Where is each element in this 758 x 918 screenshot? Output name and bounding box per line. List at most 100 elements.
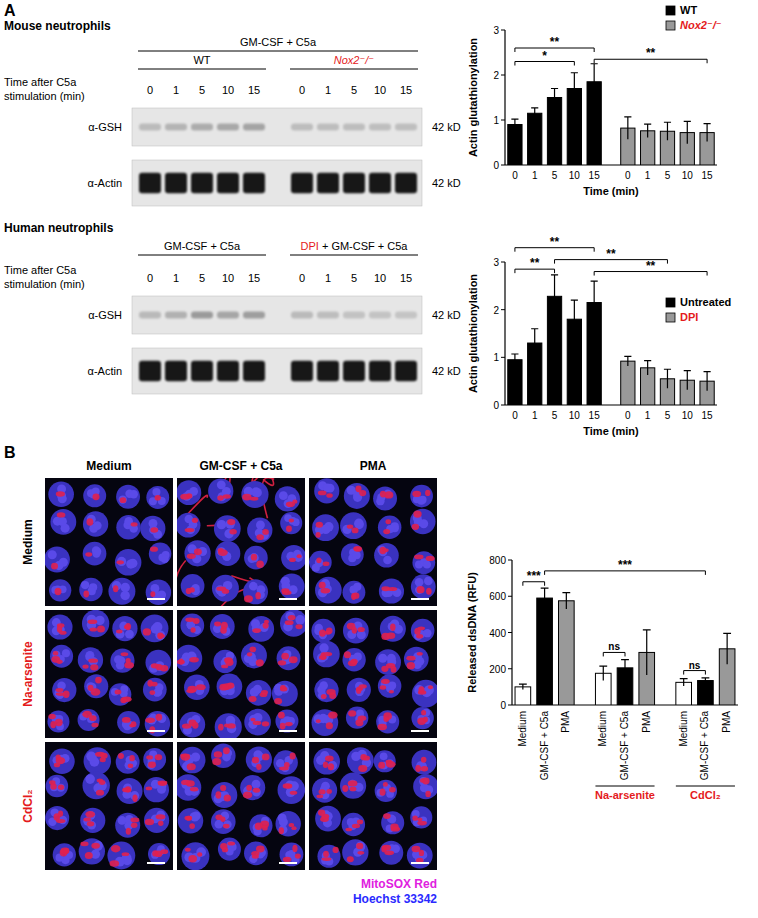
mito-signal: [381, 633, 390, 640]
cell: [412, 750, 437, 775]
mito-signal: [255, 592, 261, 599]
nucleus-lobe: [126, 559, 135, 568]
error-bar: [701, 678, 709, 683]
blot-band: [217, 124, 239, 131]
error-bar: [519, 684, 527, 689]
cell: [243, 579, 268, 604]
mito-signal: [390, 823, 398, 830]
cell: [373, 487, 397, 511]
mito-signal: [326, 789, 332, 794]
cell: [49, 579, 71, 601]
cell: [84, 747, 111, 774]
cell: [107, 842, 135, 870]
mito-signal: [91, 688, 101, 696]
mito-signal: [316, 719, 321, 723]
y-axis: [504, 30, 505, 165]
nucleus-lobe: [152, 488, 160, 496]
nucleus-lobe: [190, 787, 199, 796]
cell: [342, 581, 365, 604]
mito-signal: [357, 820, 363, 825]
micrograph-bg: [309, 478, 437, 606]
legend-label: DPI: [680, 311, 698, 323]
mito-signal: [120, 697, 127, 703]
cell: [279, 573, 305, 599]
blot-band: [369, 173, 391, 194]
cell: [404, 647, 429, 672]
mito-signal: [326, 689, 335, 695]
micrograph: [177, 742, 305, 870]
significance-label: ***: [527, 569, 541, 583]
error-bar: [664, 369, 671, 388]
y-tick: [508, 705, 512, 706]
cell: [211, 809, 236, 834]
nucleus-lobe: [125, 756, 133, 764]
mito-signal: [220, 785, 226, 791]
error-bar: [541, 588, 549, 608]
cell: [141, 614, 169, 642]
mito-signal: [56, 660, 62, 664]
group-line: [290, 69, 418, 70]
error-bar: [511, 119, 518, 130]
mito-signal: [83, 817, 91, 821]
mito-signal: [180, 494, 190, 500]
cell: [410, 806, 432, 828]
nucleus-lobe: [423, 561, 431, 569]
cell: [177, 513, 200, 538]
nucleus-lobe: [250, 553, 258, 561]
cell: [82, 772, 109, 799]
mito-signal: [194, 548, 202, 555]
blot-band: [369, 124, 391, 131]
y-tick-label: 1: [493, 115, 499, 126]
mito-signal: [122, 717, 131, 723]
nucleus-lobe: [278, 813, 287, 822]
group-line: [138, 255, 266, 256]
x-tick-label: Medium: [678, 711, 689, 747]
mito-signal: [197, 852, 202, 857]
mito-signal: [253, 788, 260, 793]
lane-label: 1: [173, 84, 179, 96]
mito-signal: [150, 547, 158, 552]
mito-signal: [187, 763, 196, 770]
cell: [275, 811, 300, 836]
mito-signal: [224, 723, 229, 727]
mito-signal: [97, 625, 105, 632]
cell: [177, 645, 202, 672]
mito-signal: [229, 529, 236, 534]
cell: [379, 578, 404, 603]
mito-signal: [326, 493, 333, 498]
mito-signal: [58, 785, 64, 790]
cell: [343, 618, 369, 644]
lane-label: 15: [400, 84, 412, 96]
blot-band: [217, 312, 239, 319]
blot-band: [317, 124, 339, 131]
mito-signal: [180, 753, 190, 757]
mito-signal: [88, 659, 98, 663]
y-tick: [508, 668, 512, 669]
mito-signal: [348, 660, 357, 666]
mito-signal: [256, 534, 264, 540]
mito-signal: [412, 816, 417, 821]
significance-bracket: [684, 671, 706, 675]
mito-signal: [82, 664, 88, 668]
error-bar: [643, 630, 651, 675]
cell: [380, 616, 406, 642]
cell: [213, 650, 236, 673]
mito-signal: [115, 690, 122, 695]
mito-signal: [249, 696, 257, 702]
mito-signal: [150, 591, 155, 597]
cell: [376, 710, 399, 733]
group-label-part: GM-CSF + C5a: [164, 240, 241, 252]
mito-signal: [280, 723, 286, 730]
cell: [410, 485, 433, 508]
mito-signal: [155, 754, 162, 760]
blot-band: [395, 124, 417, 131]
cell: [45, 547, 70, 573]
y-tick-label: 400: [489, 628, 506, 639]
nucleus-lobe: [295, 615, 305, 625]
error-bar: [644, 124, 651, 138]
blot-band: [395, 361, 417, 382]
legend-label: Untreated: [680, 296, 731, 308]
mito-signal: [283, 783, 292, 788]
mito-signal: [91, 843, 100, 849]
cell: [277, 646, 301, 670]
